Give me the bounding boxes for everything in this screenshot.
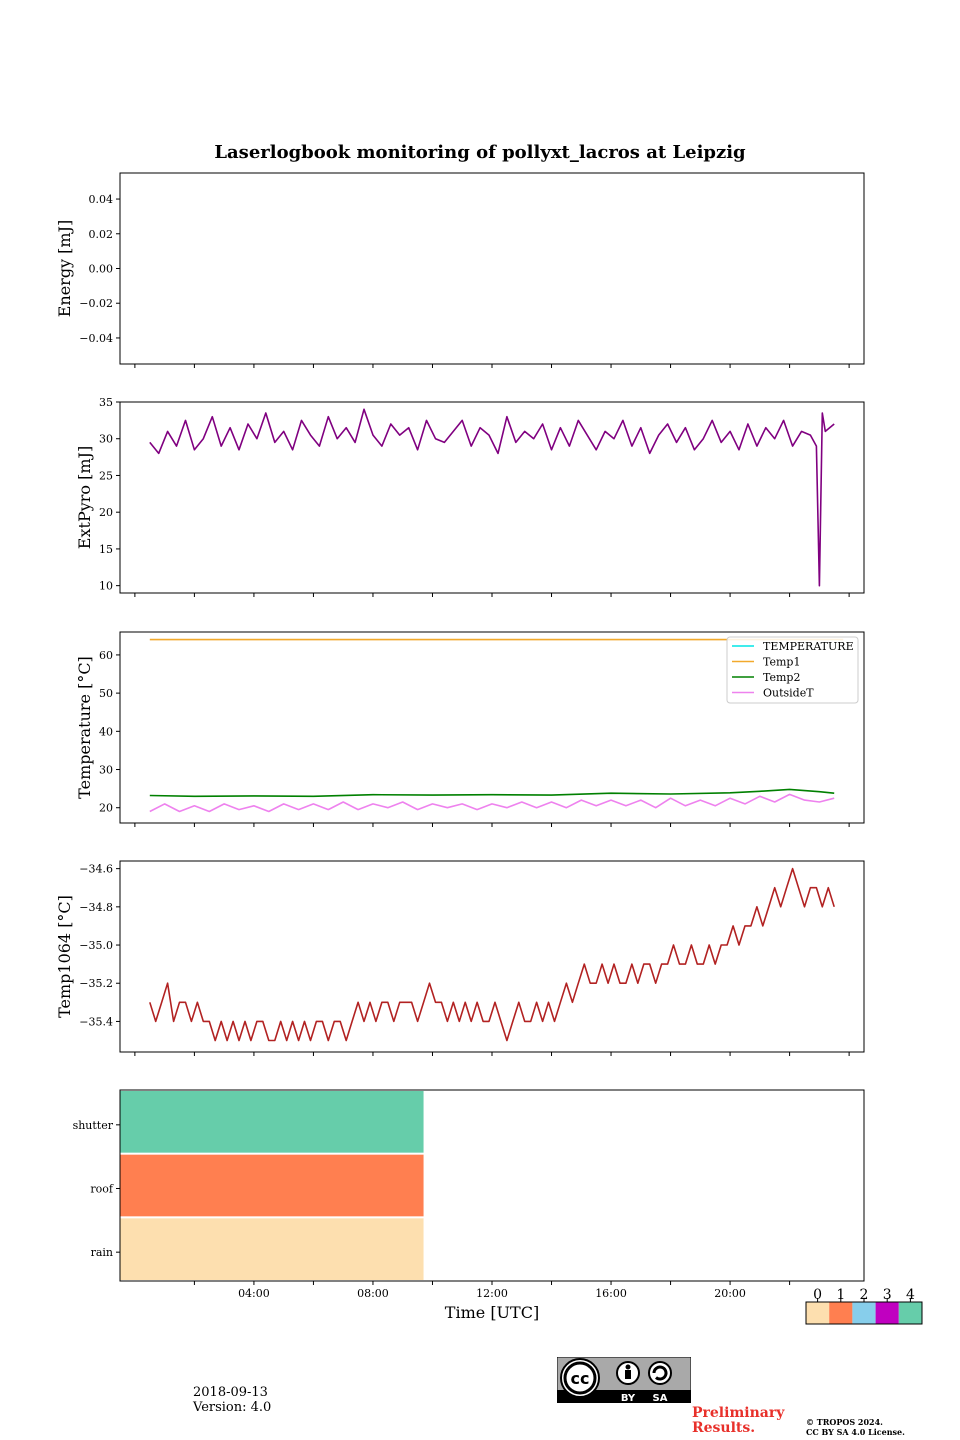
legend-entry-outsidet: OutsideT	[763, 687, 814, 700]
status-block-roof	[120, 1154, 424, 1217]
date-label: 2018-09-13	[193, 1385, 268, 1400]
y-axis-label: ExtPyro [mJ]	[75, 446, 94, 549]
y-tick-label: 15	[99, 543, 113, 556]
row-label-roof: roof	[90, 1183, 114, 1196]
y-tick-label: 0.02	[89, 228, 114, 241]
y-tick-label: −34.6	[79, 863, 113, 876]
colorbar-tick-label: 4	[906, 1287, 915, 1303]
y-tick-label: 0.04	[89, 193, 114, 206]
y-tick-label: −0.02	[79, 297, 113, 310]
colorbar-tick-label: 0	[813, 1287, 822, 1303]
y-tick-label: −34.8	[79, 901, 113, 914]
y-tick-label: 35	[99, 396, 113, 409]
sa-text: SA	[653, 1393, 668, 1403]
status-block-rain	[120, 1218, 424, 1280]
y-tick-label: 40	[99, 725, 113, 738]
y-axis-label: Temp1064 [°C]	[55, 895, 74, 1018]
series-line-outsidet	[149, 793, 835, 813]
y-tick-label: 20	[99, 802, 113, 815]
series-line-4-1	[149, 867, 835, 1042]
colorbar-tick-label: 1	[836, 1287, 845, 1303]
legend-entry-temperature: TEMPERATURE	[763, 640, 854, 653]
colorbar-swatch-2	[852, 1302, 876, 1324]
row-label-shutter: shutter	[73, 1119, 114, 1132]
cc-license-badge: cc BY SA	[557, 1357, 691, 1403]
legend: TEMPERATURE Temp1 Temp2 OutsideT	[726, 636, 859, 704]
colorbar-swatch-4	[898, 1302, 922, 1324]
y-tick-label: 30	[99, 764, 113, 777]
y-tick-label: 60	[99, 649, 113, 662]
x-tick-label: 04:00	[238, 1287, 270, 1300]
y-tick-label: −0.04	[79, 332, 113, 345]
y-tick-label: −35.4	[79, 1015, 113, 1028]
y-tick-label: 10	[99, 580, 113, 593]
legend-entry-temp1: Temp1	[763, 656, 800, 669]
colorbar-swatch-1	[829, 1302, 853, 1324]
panel-3: 60 50 40 30 20 Temperature [°C] TEMPERATURE Tem…	[75, 631, 865, 827]
axes-frame	[119, 860, 865, 1053]
axes-frame	[119, 172, 865, 365]
copyright-line1: © TROPOS 2024.	[806, 1417, 883, 1427]
colorbar-frame	[805, 1301, 923, 1325]
x-tick-label: 20:00	[714, 1287, 746, 1300]
y-tick-label: 50	[99, 687, 113, 700]
copyright-line2: CC BY SA 4.0 License.	[806, 1427, 905, 1437]
colorbar-tick-label: 3	[883, 1287, 892, 1303]
y-axis-label: Energy [mJ]	[55, 220, 74, 318]
preliminary-results-label: Preliminary Results.	[692, 1405, 785, 1436]
series-line-2-1	[149, 408, 835, 587]
y-tick-label: 0.00	[89, 263, 114, 276]
y-tick-label: 25	[99, 469, 113, 482]
y-tick-label: −35.0	[79, 939, 113, 952]
by-text: BY	[621, 1393, 636, 1403]
y-tick-label: −35.2	[79, 977, 113, 990]
version-label: Version: 4.0	[193, 1400, 272, 1415]
panel-1: 0.04 0.02 0.00 −0.02 −0.04 Energy [mJ]	[55, 172, 865, 368]
status-block-shutter	[120, 1091, 424, 1153]
panel-4: −34.6 −34.8 −35.0 −35.2 −35.4 Temp1064 [°C]	[55, 860, 865, 1056]
row-label-rain: rain	[91, 1246, 113, 1259]
x-axis-label: Time [UTC]	[445, 1303, 539, 1322]
y-axis-label: Temperature [°C]	[75, 656, 94, 799]
colorbar-swatch-3	[875, 1302, 899, 1324]
y-tick-label: 30	[99, 433, 113, 446]
x-tick-label: 08:00	[357, 1287, 389, 1300]
x-tick-label: 16:00	[595, 1287, 627, 1300]
legend-entry-temp2: Temp2	[763, 671, 800, 684]
colorbar-tick-label: 2	[860, 1287, 869, 1303]
panel-5: shutter roof rain	[73, 1089, 865, 1285]
chart-title: Laserlogbook monitoring of pollyxt_lacro…	[214, 142, 746, 163]
copyright-notice: © TROPOS 2024. CC BY SA 4.0 License.	[806, 1417, 936, 1437]
x-tick-label: 12:00	[476, 1287, 508, 1300]
panel-2: 35 30 25 20 15 10 ExtPyro [mJ]	[75, 396, 865, 597]
cc-text: cc	[571, 1369, 590, 1388]
legend-box	[726, 636, 859, 704]
series-line-temp2	[149, 788, 835, 798]
colorbar-swatch-0	[806, 1302, 830, 1324]
y-tick-label: 20	[99, 506, 113, 519]
